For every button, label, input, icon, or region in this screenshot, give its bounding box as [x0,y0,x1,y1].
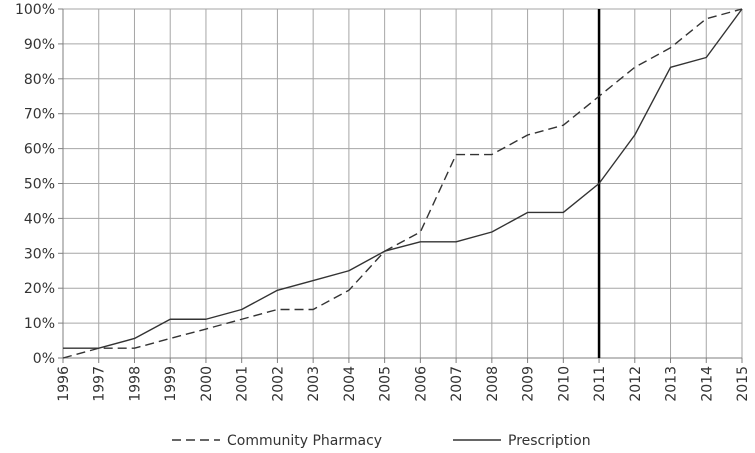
y-tick-label: 80% [24,72,55,88]
series-lines [62,8,743,359]
x-tick-label: 2000 [199,366,215,402]
y-tick-label: 10% [24,316,55,332]
y-tick-label: 50% [24,177,55,193]
x-tick-label: 2009 [521,366,537,402]
x-tick-label: 2010 [556,366,572,402]
x-tick-label: 2001 [235,366,251,402]
legend: Community Pharmacy Prescription [172,433,591,449]
series-line-prescription [63,8,743,349]
y-tick-label: 0% [33,351,55,367]
x-tick-label: 2004 [342,366,358,402]
grid [58,8,743,363]
x-tick-label: 2012 [628,366,644,402]
x-tick-label: 1998 [127,366,143,402]
x-tick-label: 2014 [699,366,715,402]
x-tick-label: 2006 [413,366,429,402]
x-tick-label: 1999 [163,366,179,402]
y-axis-ticks: 0% 10% 20% 30% 40% 50% 60% 70% 80% 90% 100% [15,2,55,367]
legend-label: Prescription [508,433,591,449]
x-tick-label: 2002 [270,366,286,402]
x-tick-label: 2007 [449,366,465,402]
series-line-community-pharmacy [62,8,743,359]
y-tick-label: 60% [24,142,55,158]
x-tick-label: 2015 [735,366,751,402]
x-tick-label: 1997 [92,366,108,402]
x-axis-ticks: 1996 1997 1998 1999 2000 2001 2002 2003 2004 2005… [56,366,751,402]
y-tick-label: 90% [24,37,55,53]
legend-label: Community Pharmacy [227,433,382,449]
x-tick-label: 2005 [378,366,394,402]
y-tick-label: 100% [15,2,55,18]
y-tick-label: 40% [24,211,55,227]
x-tick-label: 2011 [592,366,608,402]
y-tick-label: 20% [24,281,55,297]
x-tick-label: 2013 [664,366,680,402]
y-tick-label: 70% [24,107,55,123]
x-tick-label: 1996 [56,366,72,402]
x-tick-label: 2003 [306,366,322,402]
y-tick-label: 30% [24,246,55,262]
x-tick-label: 2008 [485,366,501,402]
